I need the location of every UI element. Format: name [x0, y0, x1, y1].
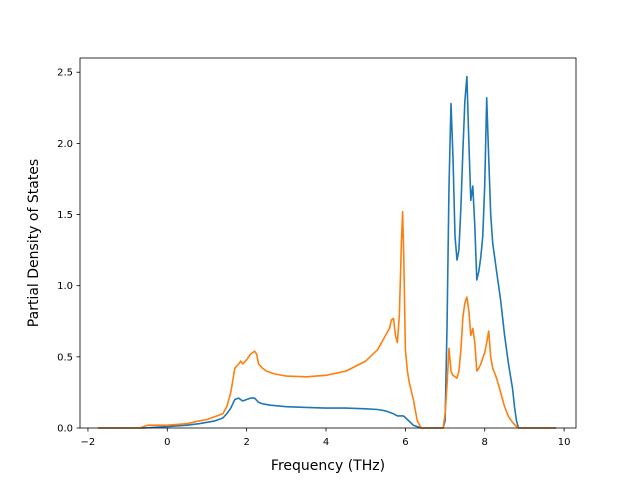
x-tick-label: 6 [402, 437, 408, 448]
series-layer [97, 75, 557, 429]
y-tick-label: 2.5 [57, 68, 73, 79]
series-line-1 [97, 75, 557, 429]
y-tick-label: 1.0 [57, 281, 73, 292]
y-tick-label: 0.0 [57, 424, 73, 435]
x-tick-label: 2 [243, 437, 249, 448]
x-tick-label: 4 [323, 437, 329, 448]
y-tick-label: 1.5 [57, 210, 73, 221]
x-tick-label: 8 [482, 437, 488, 448]
x-tick-label: 10 [558, 437, 571, 448]
plot-frame [79, 57, 577, 429]
y-tick-label: 2.0 [57, 139, 73, 150]
y-tick-label: 0.5 [57, 352, 73, 363]
x-axis-label: Frequency (THz) [271, 458, 385, 474]
series-line-2 [97, 210, 557, 429]
x-tick-label: −2 [81, 437, 96, 448]
ticks-layer: −2 0 2 4 6 8 10 0.0 0.5 1.0 1.5 2.0 2.5 [57, 68, 570, 448]
y-axis-label: Partial Density of States [26, 159, 42, 327]
x-tick-label: 0 [164, 437, 170, 448]
